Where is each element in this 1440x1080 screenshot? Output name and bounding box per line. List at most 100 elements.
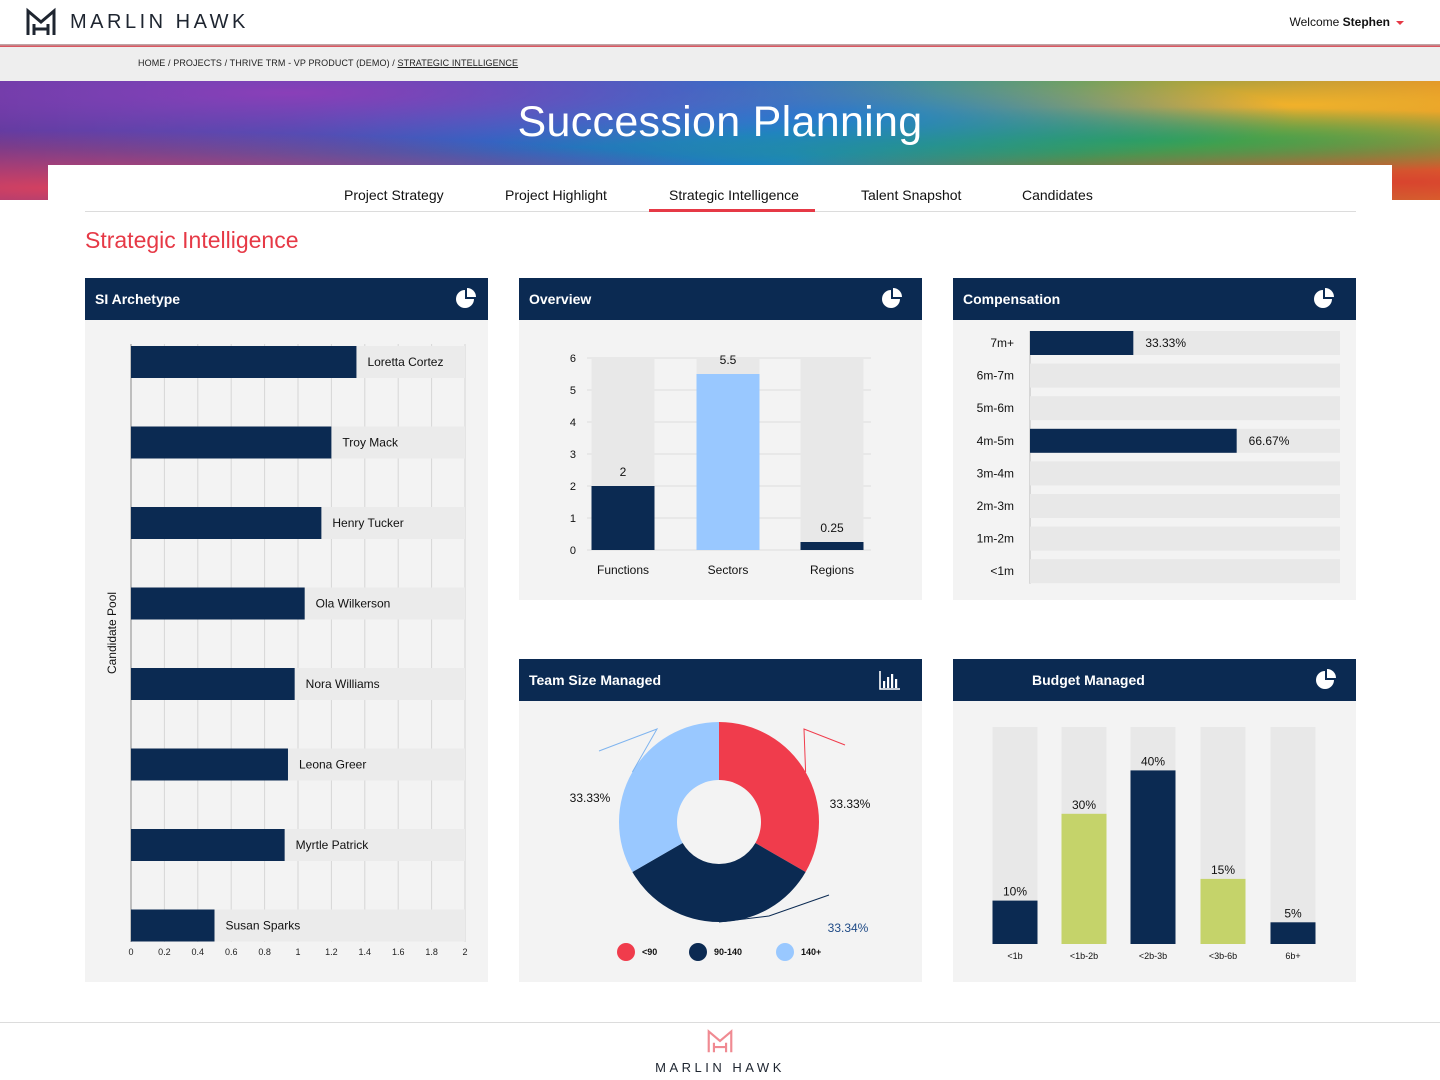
- x-tick-label: 1: [295, 947, 300, 957]
- bar: [131, 346, 357, 378]
- y-axis-label: Candidate Pool: [105, 592, 119, 674]
- x-tick-label: Sectors: [708, 563, 749, 577]
- breadcrumb-projects[interactable]: PROJECTS: [173, 58, 223, 68]
- pie-chart-icon[interactable]: [454, 288, 476, 310]
- overview-chart: 0 1 2 3 4 5 6 2 Functions 5.5 Sectors 0.25 Regions: [570, 353, 871, 577]
- bar-track: [800, 358, 864, 550]
- breadcrumb-home[interactable]: HOME: [138, 58, 166, 68]
- x-tick-label: 1.8: [425, 947, 438, 957]
- top-bar: MARLIN HAWK Welcome Stephen: [0, 0, 1440, 44]
- leader-line: [803, 728, 846, 773]
- bar: [1030, 331, 1134, 355]
- bar: [131, 507, 322, 539]
- page-title: Succession Planning: [517, 98, 923, 146]
- bar-label: Myrtle Patrick: [296, 838, 370, 852]
- data-label: 0.25: [820, 521, 844, 535]
- y-tick-label: 4: [570, 417, 576, 429]
- welcome-text: Welcome: [1289, 15, 1340, 29]
- x-tick-label: <3b-6b: [1209, 951, 1237, 961]
- user-name: Stephen: [1342, 15, 1390, 29]
- x-tick-label: 1.6: [392, 947, 405, 957]
- data-label: 33.33%: [830, 797, 871, 811]
- breadcrumb: HOME / PROJECTS / THRIVE TRM - VP PRODUC…: [138, 58, 519, 68]
- data-label: 10%: [1003, 885, 1027, 899]
- panel-title: SI Archetype: [95, 291, 181, 307]
- bar: [131, 748, 288, 781]
- pie-chart-icon[interactable]: [880, 288, 902, 310]
- pie-chart-icon[interactable]: [1314, 669, 1336, 691]
- bar-chart-icon[interactable]: [878, 669, 900, 691]
- compensation-chart: 7m+ 33.33% 6m-7m 5m-6m 4m-5m 66.67% 3m-4m 2m-3m…: [977, 331, 1340, 584]
- legend-label: 90-140: [714, 947, 742, 957]
- leader-line: [598, 728, 659, 773]
- y-tick-label: 3: [570, 449, 576, 461]
- y-tick-label: 0: [570, 545, 576, 557]
- x-tick-label: Regions: [810, 563, 854, 577]
- team-size-chart: 33.33% 33.34% 33.33% <90 90-140 140+: [570, 722, 871, 961]
- data-label: 5%: [1284, 906, 1302, 920]
- pie-slice: [719, 722, 819, 872]
- team-size-panel: Team Size Managed 33.33% 33.34% 33.33% <90 9…: [519, 659, 922, 982]
- y-tick-label: 3m-4m: [977, 466, 1014, 480]
- x-tick-label: 2: [462, 947, 467, 957]
- bar: [131, 829, 285, 861]
- bar: [696, 374, 760, 550]
- y-tick-label: 7m+: [990, 336, 1014, 350]
- panel-title: Overview: [529, 291, 592, 307]
- chevron-down-icon: [1396, 20, 1404, 25]
- legend-swatch: [776, 943, 794, 961]
- marlin-hawk-logo-icon: [26, 7, 56, 35]
- bar-track: [1270, 727, 1316, 944]
- bar-label: Susan Sparks: [226, 919, 301, 933]
- panel-header: Team Size Managed: [519, 659, 922, 701]
- panel-header: Compensation: [953, 278, 1356, 320]
- tab-bar: Project Strategy Project Highlight Strat…: [85, 178, 1356, 212]
- bar-track: [1030, 559, 1340, 584]
- legend-swatch: [689, 943, 707, 961]
- footer-brand-name: MARLIN HAWK: [655, 1060, 785, 1075]
- tab-strategic-intelligence[interactable]: Strategic Intelligence: [649, 187, 815, 212]
- x-tick-label: 0: [128, 947, 133, 957]
- si-archetype-panel: SI Archetype 0 0.2 0.4 0.6 0.8 1 1.2 1.4 1.6 1.8 2…: [85, 278, 488, 982]
- y-tick-label: 4m-5m: [977, 434, 1014, 448]
- data-label: 33.33%: [570, 791, 611, 805]
- bar: [1130, 770, 1176, 944]
- compensation-panel: Compensation 7m+ 33.33% 6m-7m 5m-6m 4m-5m 66.…: [953, 278, 1356, 600]
- bar-track: [1030, 494, 1340, 518]
- data-label: 2: [620, 465, 627, 479]
- header-divider: [0, 44, 1440, 47]
- data-label: 30%: [1072, 798, 1096, 812]
- tab-talent-snapshot[interactable]: Talent Snapshot: [861, 187, 962, 203]
- breadcrumb-current[interactable]: STRATEGIC INTELLIGENCE: [397, 58, 519, 68]
- legend-label: <90: [642, 947, 657, 957]
- x-tick-label: <2b-3b: [1139, 951, 1167, 961]
- breadcrumb-project[interactable]: THRIVE TRM - VP PRODUCT (DEMO): [229, 58, 390, 68]
- bar: [1030, 428, 1237, 453]
- bar-label: Loretta Cortez: [367, 355, 443, 369]
- breadcrumb-bar: HOME / PROJECTS / THRIVE TRM - VP PRODUC…: [0, 47, 1440, 81]
- bar: [1270, 922, 1316, 944]
- data-label: 66.67%: [1249, 434, 1290, 448]
- user-menu[interactable]: Welcome Stephen: [1290, 15, 1404, 29]
- y-tick-label: 2: [570, 481, 576, 493]
- x-tick-label: <1b-2b: [1070, 951, 1098, 961]
- y-tick-label: 1: [570, 513, 576, 525]
- brand-logo[interactable]: MARLIN HAWK: [26, 7, 249, 37]
- y-tick-label: 5m-6m: [977, 401, 1014, 415]
- data-label: 33.34%: [828, 921, 869, 935]
- si-archetype-chart: 0 0.2 0.4 0.6 0.8 1 1.2 1.4 1.6 1.8 2 Loretta Corte…: [105, 344, 468, 957]
- pie-slice: [619, 722, 719, 872]
- footer-logo: MARLIN HAWK: [0, 1028, 1440, 1075]
- tab-project-strategy[interactable]: Project Strategy: [344, 187, 444, 203]
- bar-label: Troy Mack: [342, 436, 399, 450]
- tab-project-highlight[interactable]: Project Highlight: [505, 187, 607, 203]
- bar: [131, 668, 295, 700]
- bar: [800, 542, 864, 550]
- bar-label: Leona Greer: [299, 758, 366, 772]
- bar-label: Henry Tucker: [332, 516, 403, 530]
- marlin-hawk-logo-icon: [707, 1029, 733, 1053]
- pie-chart-icon[interactable]: [1312, 288, 1334, 310]
- data-label: 15%: [1211, 863, 1235, 877]
- tab-candidates[interactable]: Candidates: [1022, 187, 1093, 203]
- bar-track: [1030, 363, 1340, 388]
